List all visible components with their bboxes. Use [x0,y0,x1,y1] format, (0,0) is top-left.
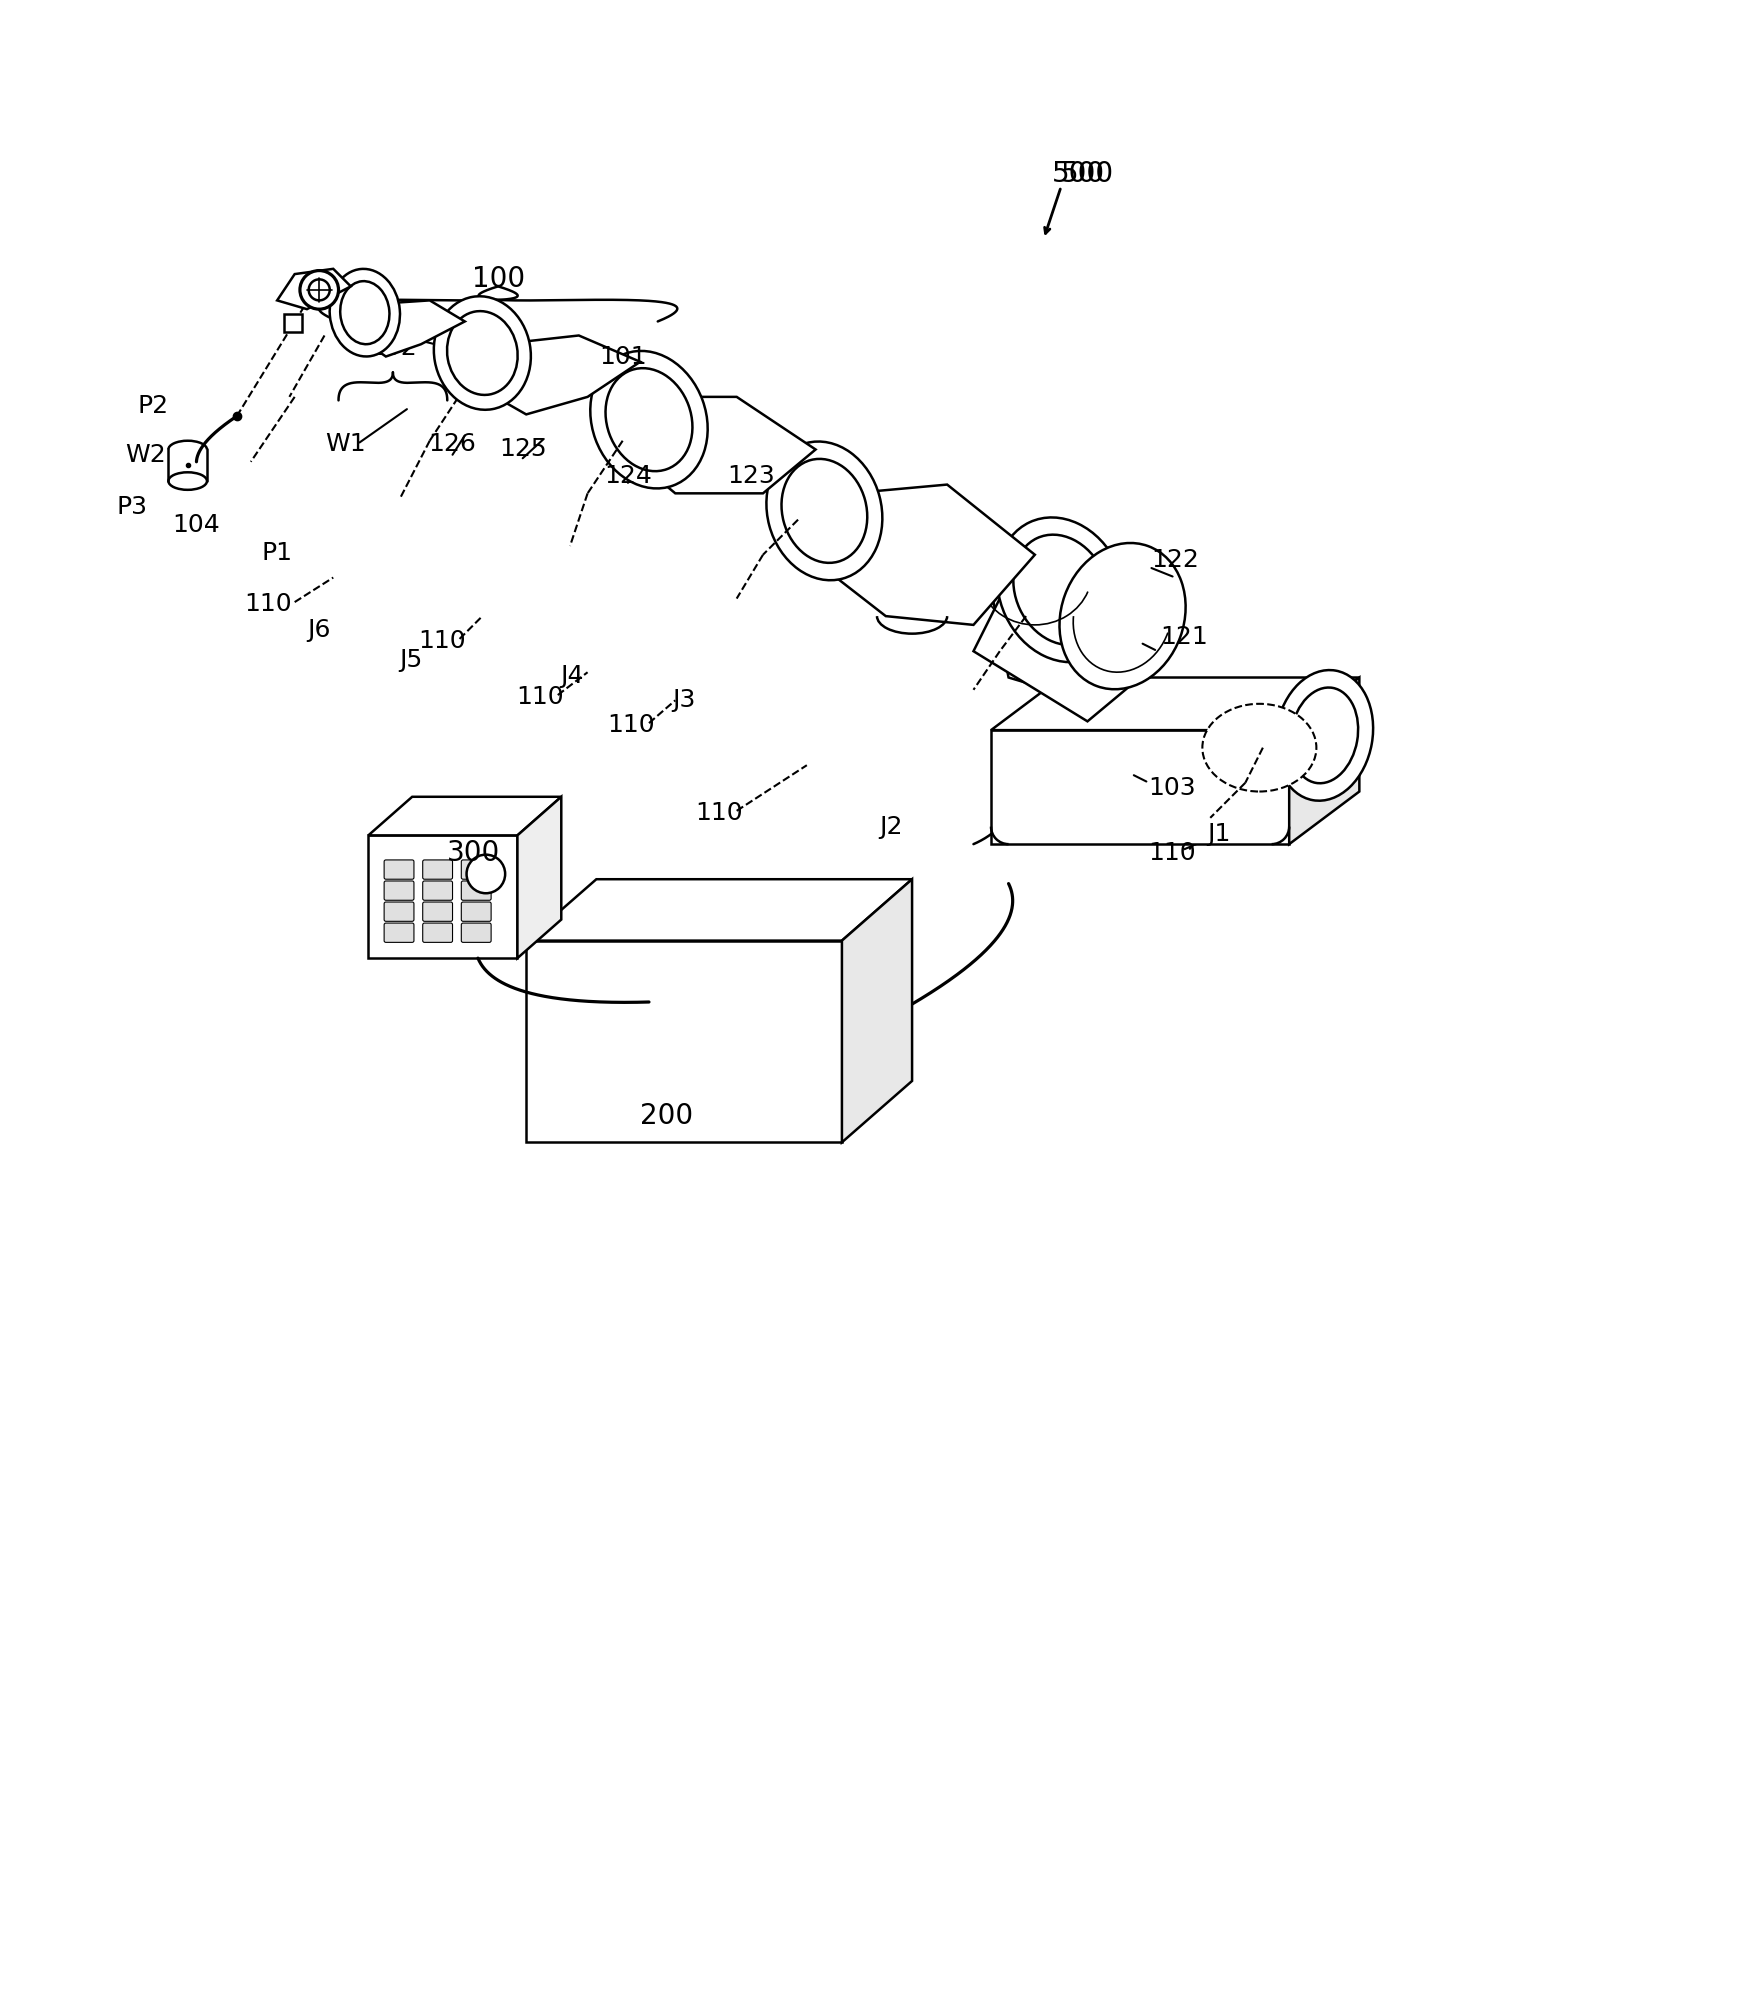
Text: 200: 200 [640,1102,693,1130]
Polygon shape [368,836,517,958]
Ellipse shape [340,281,389,345]
Text: P1: P1 [261,541,293,565]
Ellipse shape [1059,543,1186,689]
Text: 500: 500 [1052,160,1105,188]
FancyBboxPatch shape [461,860,491,880]
Ellipse shape [1201,703,1316,792]
Ellipse shape [168,473,207,489]
FancyBboxPatch shape [384,860,414,880]
Text: W2: W2 [125,443,167,467]
Text: P3: P3 [116,495,147,519]
Ellipse shape [766,441,882,581]
Polygon shape [991,729,1289,844]
Polygon shape [1289,677,1359,844]
Text: 110: 110 [516,685,565,709]
Polygon shape [465,335,640,415]
Ellipse shape [447,311,517,395]
Ellipse shape [433,297,531,409]
FancyBboxPatch shape [423,924,453,942]
Ellipse shape [467,854,505,894]
Text: P2: P2 [137,393,168,417]
FancyBboxPatch shape [461,924,491,942]
Ellipse shape [1014,535,1109,645]
Ellipse shape [591,351,707,489]
Text: 500: 500 [1061,160,1114,188]
Text: J2: J2 [879,814,903,838]
FancyBboxPatch shape [461,882,491,900]
Polygon shape [973,581,1140,721]
FancyBboxPatch shape [423,860,453,880]
Text: 121: 121 [1159,625,1209,649]
Text: W1: W1 [324,433,367,457]
Text: J3: J3 [672,687,696,711]
FancyBboxPatch shape [423,882,453,900]
Polygon shape [991,677,1359,729]
Text: 110: 110 [244,591,293,615]
Text: 110: 110 [695,800,744,824]
Polygon shape [526,880,912,940]
Polygon shape [284,315,302,333]
Polygon shape [368,798,561,836]
Text: 110: 110 [607,713,656,737]
Polygon shape [623,397,816,493]
Text: J5: J5 [398,647,423,671]
Text: 300: 300 [447,840,500,868]
Text: J6: J6 [307,617,332,641]
FancyBboxPatch shape [423,902,453,922]
FancyBboxPatch shape [384,924,414,942]
Text: 104: 104 [172,513,221,537]
Polygon shape [351,301,465,357]
FancyBboxPatch shape [384,882,414,900]
Ellipse shape [300,271,339,309]
Ellipse shape [1275,669,1373,802]
Text: 124: 124 [603,463,652,487]
Text: 122: 122 [1151,547,1200,571]
Ellipse shape [309,279,330,301]
Polygon shape [517,798,561,958]
Text: 100: 100 [472,265,524,293]
Polygon shape [842,880,912,1142]
Text: J4: J4 [560,663,584,687]
Text: 102: 102 [368,337,417,361]
FancyBboxPatch shape [461,902,491,922]
Ellipse shape [605,369,693,471]
Text: 110: 110 [1147,842,1196,866]
Ellipse shape [782,459,866,563]
Text: 123: 123 [726,463,775,487]
Text: 101: 101 [598,345,647,369]
Ellipse shape [1291,687,1358,784]
Polygon shape [526,940,842,1142]
Polygon shape [277,269,351,309]
Ellipse shape [998,517,1124,661]
Text: J1: J1 [1207,822,1231,846]
Polygon shape [991,545,1158,703]
Polygon shape [807,485,1035,625]
Text: 110: 110 [417,629,467,653]
Text: 125: 125 [498,437,547,461]
Text: 126: 126 [428,433,477,457]
FancyBboxPatch shape [384,902,414,922]
Ellipse shape [330,269,400,357]
Text: 103: 103 [1147,776,1196,800]
